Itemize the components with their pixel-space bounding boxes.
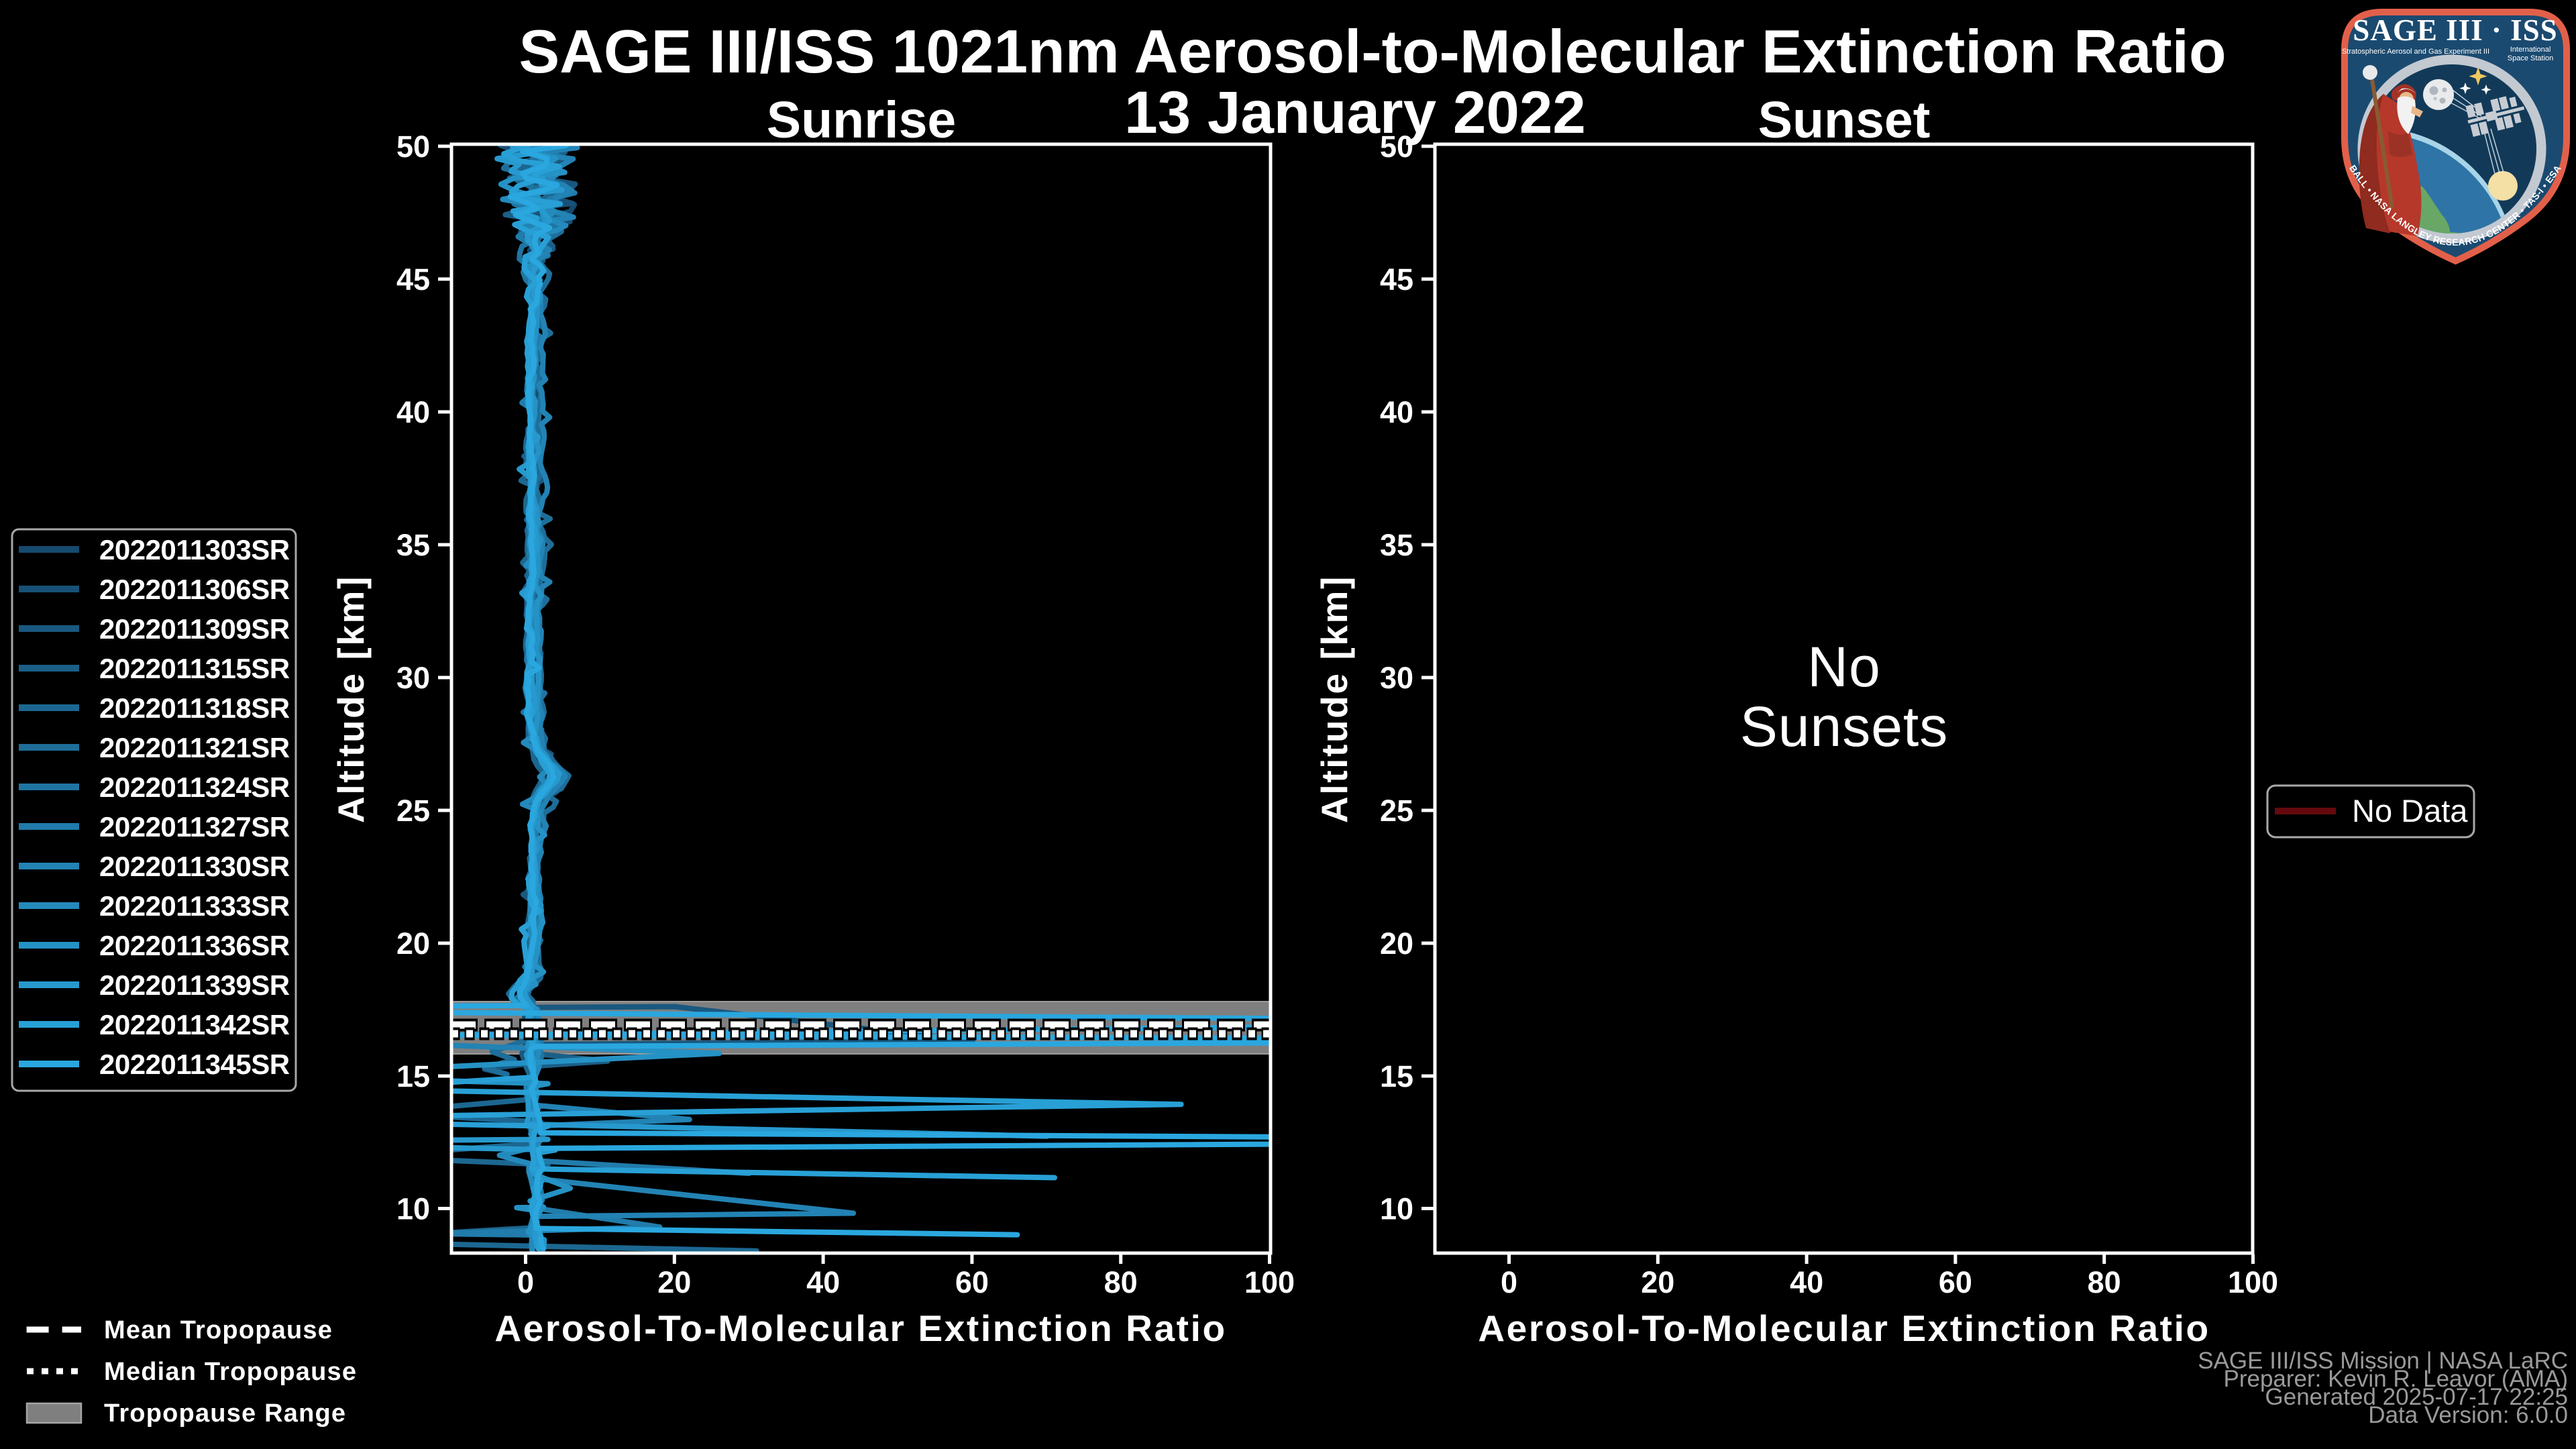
svg-text:20: 20: [396, 926, 430, 961]
svg-text:35: 35: [1380, 528, 1413, 562]
svg-text:2022011327SR: 2022011327SR: [99, 811, 290, 843]
svg-text:Aerosol-To-Molecular Extinctio: Aerosol-To-Molecular Extinction Ratio: [494, 1307, 1226, 1349]
svg-text:80: 80: [1104, 1265, 1138, 1299]
svg-text:0: 0: [1501, 1265, 1517, 1299]
svg-text:20: 20: [1380, 926, 1413, 961]
svg-text:Tropopause Range: Tropopause Range: [104, 1399, 346, 1428]
svg-text:2022011318SR: 2022011318SR: [99, 692, 290, 724]
svg-text:No: No: [1807, 635, 1880, 698]
svg-text:2022011306SR: 2022011306SR: [99, 574, 290, 605]
svg-text:Mean Tropopause: Mean Tropopause: [104, 1316, 333, 1344]
svg-text:50: 50: [1380, 129, 1413, 164]
svg-text:Median Tropopause: Median Tropopause: [104, 1358, 357, 1386]
svg-text:2022011303SR: 2022011303SR: [99, 534, 290, 566]
svg-text:2022011345SR: 2022011345SR: [99, 1049, 290, 1080]
svg-text:25: 25: [1380, 794, 1413, 828]
svg-text:40: 40: [806, 1265, 840, 1299]
svg-text:0: 0: [517, 1265, 534, 1299]
svg-text:2022011321SR: 2022011321SR: [99, 732, 290, 763]
svg-text:100: 100: [2228, 1265, 2278, 1299]
svg-text:No Data: No Data: [2352, 793, 2468, 828]
svg-text:2022011324SR: 2022011324SR: [99, 771, 290, 803]
svg-text:2022011336SR: 2022011336SR: [99, 930, 290, 961]
svg-text:Sunrise: Sunrise: [767, 91, 956, 149]
svg-text:Aerosol-To-Molecular Extinctio: Aerosol-To-Molecular Extinction Ratio: [1478, 1307, 2210, 1349]
svg-text:2022011315SR: 2022011315SR: [99, 653, 290, 684]
svg-text:SAGE III/ISS Mission | NASA La: SAGE III/ISS Mission | NASA LaRC: [2198, 1348, 2568, 1374]
svg-text:30: 30: [1380, 661, 1413, 695]
svg-text:Stratospheric Aerosol and Gas: Stratospheric Aerosol and Gas Experiment…: [2342, 48, 2489, 56]
svg-text:Space Station: Space Station: [2508, 54, 2554, 62]
svg-text:35: 35: [396, 528, 430, 562]
svg-text:40: 40: [1790, 1265, 1823, 1299]
svg-text:2022011330SR: 2022011330SR: [99, 851, 290, 882]
svg-text:20: 20: [657, 1265, 691, 1299]
svg-text:45: 45: [1380, 262, 1413, 297]
svg-text:30: 30: [396, 661, 430, 695]
svg-text:100: 100: [1244, 1265, 1295, 1299]
svg-text:13 January 2022: 13 January 2022: [1124, 78, 1586, 146]
svg-text:2022011333SR: 2022011333SR: [99, 890, 290, 922]
svg-text:2022011339SR: 2022011339SR: [99, 969, 290, 1001]
svg-text:2022011309SR: 2022011309SR: [99, 613, 290, 645]
svg-text:Altitude [km]: Altitude [km]: [1313, 575, 1355, 823]
svg-text:SAGE III/ISS 1021nm Aerosol-to: SAGE III/ISS 1021nm Aerosol-to-Molecular…: [519, 18, 2226, 86]
svg-text:2022011342SR: 2022011342SR: [99, 1009, 290, 1040]
svg-text:10: 10: [1380, 1192, 1413, 1226]
svg-text:40: 40: [396, 395, 430, 429]
svg-text:Generated 2025-07-17 22:25: Generated 2025-07-17 22:25: [2265, 1384, 2568, 1410]
svg-text:45: 45: [396, 262, 430, 297]
svg-text:Altitude [km]: Altitude [km]: [330, 575, 372, 823]
svg-text:15: 15: [396, 1059, 430, 1093]
svg-text:SAGE III · ISS: SAGE III · ISS: [2353, 13, 2557, 47]
svg-text:10: 10: [396, 1192, 430, 1226]
svg-text:Sunsets: Sunsets: [1740, 695, 1949, 758]
svg-text:20: 20: [1641, 1265, 1674, 1299]
svg-text:80: 80: [2088, 1265, 2121, 1299]
svg-text:15: 15: [1380, 1059, 1413, 1093]
svg-text:Data Version: 6.0.0: Data Version: 6.0.0: [2368, 1402, 2568, 1428]
svg-text:25: 25: [396, 794, 430, 828]
svg-text:40: 40: [1380, 395, 1413, 429]
svg-text:Preparer: Kevin R. Leavor (AMA: Preparer: Kevin R. Leavor (AMA): [2223, 1366, 2568, 1392]
svg-text:International: International: [2510, 46, 2551, 54]
svg-text:Sunset: Sunset: [1758, 91, 1931, 149]
svg-text:50: 50: [396, 129, 430, 164]
svg-text:60: 60: [1939, 1265, 1972, 1299]
svg-text:60: 60: [955, 1265, 989, 1299]
